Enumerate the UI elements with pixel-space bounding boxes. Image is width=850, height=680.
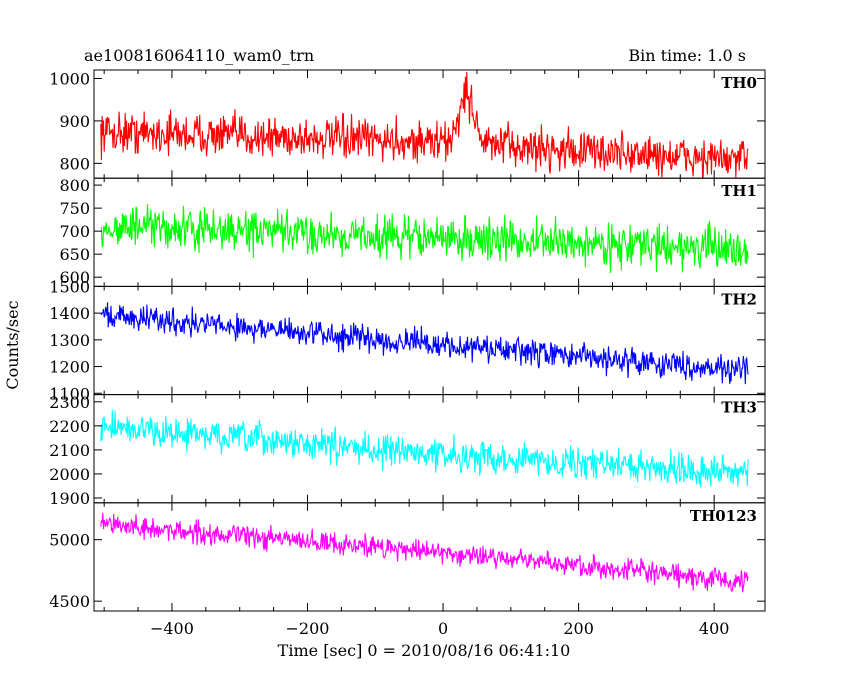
y-tick-label: 1100 [49, 384, 90, 403]
y-tick-label: 1000 [49, 69, 90, 88]
y-tick-label: 800 [59, 176, 90, 195]
x-tick-label: −400 [150, 619, 194, 638]
series-line-th3 [100, 409, 749, 488]
y-tick-label: 4500 [49, 592, 90, 611]
x-tick-label: 400 [699, 619, 730, 638]
panel-th3: 1900 2000 2100 2200 2300 TH3 [49, 393, 766, 508]
y-tick-label: 750 [59, 199, 90, 218]
y-tick-label: 650 [59, 245, 90, 264]
y-tick-label: 1200 [49, 358, 90, 377]
series-line-th0123 [100, 512, 749, 593]
panel-label: TH3 [721, 399, 757, 417]
panel-frame [93, 285, 766, 396]
x-tick-label: 0 [438, 619, 448, 638]
series-line-th2 [100, 302, 749, 385]
y-tick-label: 800 [59, 154, 90, 173]
y-tick-label: 5000 [49, 531, 90, 550]
panel-th1: 600 650 700 750 800 TH1 [59, 176, 766, 287]
y-tick-label: 700 [59, 222, 90, 241]
panel-label: TH0 [721, 74, 757, 92]
x-axis-label: Time [sec] 0 = 2010/08/16 06:41:10 [278, 641, 571, 660]
y-tick-label: 2100 [49, 441, 90, 460]
panel-th0123: 4500 5000 TH0123 [49, 502, 766, 612]
y-tick-label: 1300 [49, 331, 90, 350]
chart-title: ae100816064110_wam0_trn [84, 46, 314, 65]
panel-th0: 800 900 1000 TH0 [49, 69, 766, 179]
panel-th2: 1100 1200 1300 1400 1500 TH2 [49, 277, 766, 403]
y-tick-label: 1500 [49, 277, 90, 296]
series-line-th0 [100, 72, 749, 179]
series-line-th1 [100, 204, 749, 274]
y-tick-label: 2200 [49, 417, 90, 436]
y-tick-label: 2300 [49, 393, 90, 412]
y-tick-label: 2000 [49, 465, 90, 484]
panel-label: TH2 [721, 290, 757, 308]
y-tick-label: 900 [59, 112, 90, 131]
x-tick-label: −200 [286, 619, 330, 638]
y-axis-label: Counts/sec [3, 300, 22, 389]
y-tick-label: 600 [59, 268, 90, 287]
y-tick-label: 1900 [49, 489, 90, 508]
panel-frame [93, 502, 766, 612]
panel-label: TH1 [721, 182, 757, 200]
bin-time-label: Bin time: 1.0 s [628, 46, 746, 65]
y-tick-label: 1400 [49, 304, 90, 323]
panel-label: TH0123 [690, 507, 757, 525]
x-tick-label: 200 [563, 619, 594, 638]
